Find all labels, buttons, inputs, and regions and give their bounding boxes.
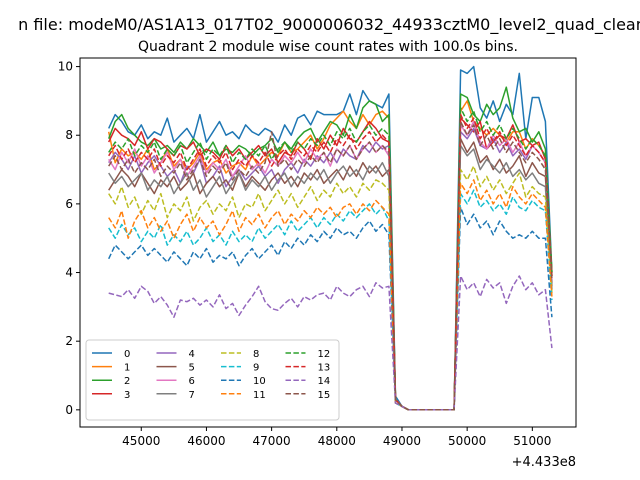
y-axis: 0 2 4 6 8 10 <box>58 60 80 417</box>
series-line-15 <box>108 120 553 411</box>
series-line-3 <box>108 117 553 411</box>
series-layer <box>107 65 553 411</box>
y-tick-label: 0 <box>65 403 73 417</box>
series-line-8 <box>108 165 553 411</box>
legend-label: 14 <box>318 376 331 387</box>
legend-label: 3 <box>124 390 130 401</box>
series-line-13 <box>108 113 553 411</box>
y-tick-label: 8 <box>65 128 73 142</box>
legend-label: 13 <box>318 363 331 374</box>
x-tick-label: 47000 <box>253 434 291 448</box>
legend-label: 11 <box>253 390 266 401</box>
legend-label: 15 <box>318 390 331 401</box>
y-tick-label: 2 <box>65 334 73 348</box>
legend-label: 10 <box>253 376 266 387</box>
x-tick-label: 49000 <box>383 434 421 448</box>
legend-label: 6 <box>189 376 195 387</box>
figure-suptitle: n file: modeM0/AS1A13_017T02_9000006032_… <box>18 15 640 35</box>
series-line-10 <box>108 206 553 411</box>
series-line-11 <box>108 179 553 411</box>
legend-label: 4 <box>189 349 195 360</box>
series-line-5 <box>108 137 553 411</box>
series-line-6 <box>108 120 553 411</box>
legend-label: 8 <box>253 349 259 360</box>
chart-title: Quadrant 2 module wise count rates with … <box>138 39 518 55</box>
y-tick-label: 4 <box>65 266 73 280</box>
series-line-9 <box>108 189 553 411</box>
legend-label: 7 <box>189 390 195 401</box>
x-tick-label: 45000 <box>122 434 160 448</box>
x-tick-label: 46000 <box>187 434 225 448</box>
x-tick-label: 51000 <box>513 434 551 448</box>
y-tick-label: 6 <box>65 197 73 211</box>
legend-label: 1 <box>124 363 130 374</box>
series-line-12 <box>108 107 553 411</box>
y-tick-label: 10 <box>58 60 73 74</box>
series-line-7 <box>108 144 553 411</box>
x-tick-label: 48000 <box>318 434 356 448</box>
legend-label: 9 <box>253 363 259 374</box>
plot-area: 45000 46000 47000 48000 49000 50000 51000 0 2 4 6… <box>58 57 577 448</box>
x-tick-label: 50000 <box>448 434 486 448</box>
legend-label: 2 <box>124 376 130 387</box>
x-axis-offset-label: +4.433e8 <box>512 455 576 470</box>
x-axis: 45000 46000 47000 48000 49000 50000 51000 <box>122 427 551 448</box>
series-line-0 <box>108 65 553 411</box>
legend-label: 5 <box>189 363 195 374</box>
series-line-2 <box>107 86 553 411</box>
legend-box <box>85 339 340 421</box>
legend-label: 12 <box>318 349 331 360</box>
series-line-14 <box>108 275 553 411</box>
legend-label: 0 <box>124 349 130 360</box>
axes-frame <box>79 57 577 428</box>
